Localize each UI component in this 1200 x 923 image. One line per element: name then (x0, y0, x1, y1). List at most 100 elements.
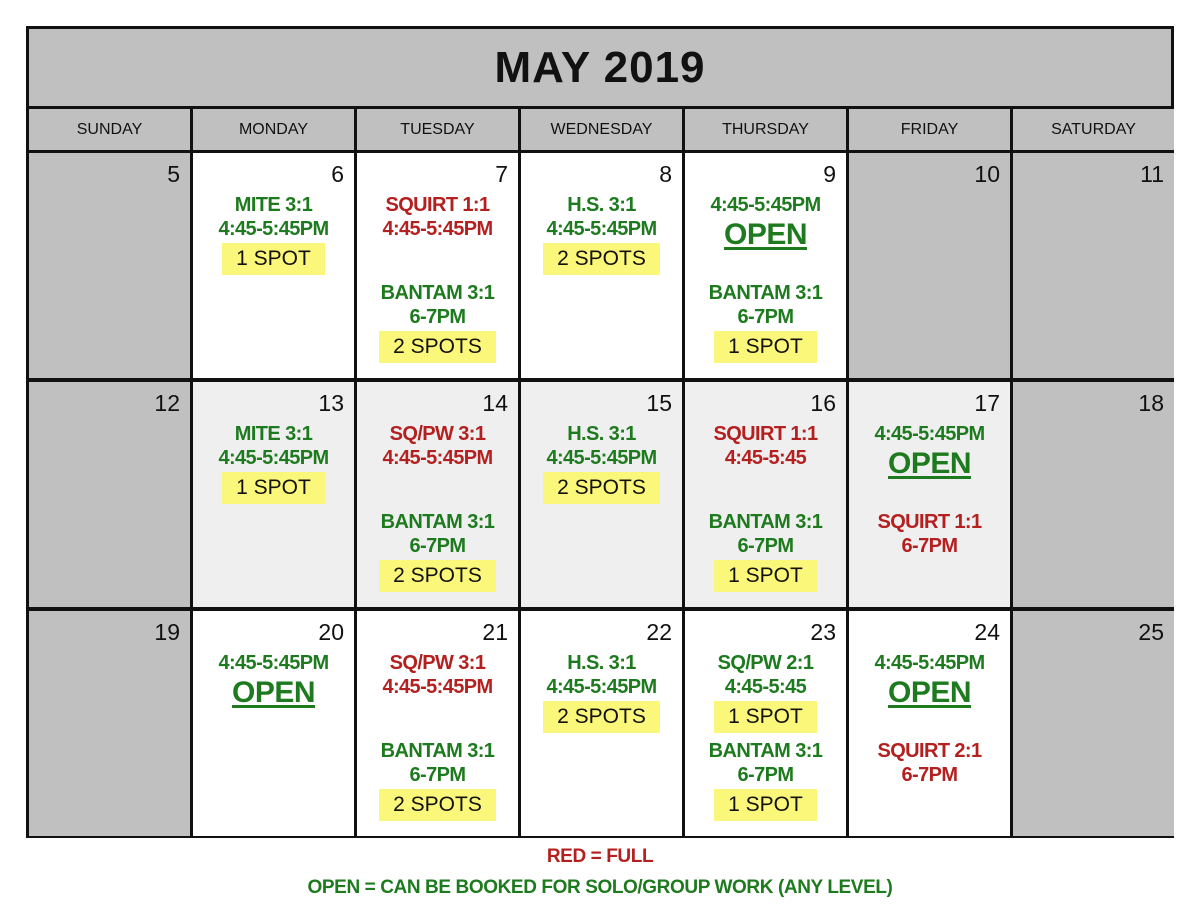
session-text: 4:45-5:45PM (546, 676, 657, 698)
session[interactable]: SQUIRT 1:1 4:45-5:45 (685, 422, 846, 470)
day-cell-17[interactable]: 17 4:45-5:45PM OPEN SQUIRT 1:1 6-7PM (849, 382, 1010, 607)
day-header-friday: FRIDAY (849, 109, 1010, 150)
open-label[interactable]: OPEN (887, 676, 972, 709)
day-number: 18 (1138, 390, 1164, 416)
day-number: 16 (810, 390, 836, 416)
day-cell-18[interactable]: 18 (1013, 382, 1174, 607)
session-text: BANTAM 3:1 (380, 740, 495, 762)
session[interactable]: BANTAM 3:1 6-7PM 1 SPOT (685, 739, 846, 821)
day-header-monday: MONDAY (193, 109, 354, 150)
day-cell-9[interactable]: 9 4:45-5:45PM OPEN BANTAM 3:1 6-7PM 1 SPOT (685, 153, 846, 378)
session[interactable]: H.S. 3:1 4:45-5:45PM 2 SPOTS (521, 422, 682, 504)
day-header-tuesday: TUESDAY (357, 109, 518, 150)
day-number: 12 (154, 390, 180, 416)
session-text: 6-7PM (737, 535, 795, 557)
day-cell-22[interactable]: 22 H.S. 3:1 4:45-5:45PM 2 SPOTS (521, 611, 682, 836)
session[interactable]: MITE 3:1 4:45-5:45PM 1 SPOT (193, 193, 354, 275)
day-number: 6 (331, 161, 344, 187)
day-cell-16[interactable]: 16 SQUIRT 1:1 4:45-5:45 BANTAM 3:1 6-7PM 1 SP… (685, 382, 846, 607)
session[interactable]: SQUIRT 1:1 6-7PM (849, 510, 1010, 558)
day-cell-21[interactable]: 21 SQ/PW 3:1 4:45-5:45PM BANTAM 3:1 6-7PM 2 S… (357, 611, 518, 836)
spots-badge: 1 SPOT (714, 789, 817, 821)
session-text: 6-7PM (737, 764, 795, 786)
day-cell-25[interactable]: 25 (1013, 611, 1174, 836)
session-text: 4:45-5:45PM (874, 423, 985, 445)
day-cell-24[interactable]: 24 4:45-5:45PM OPEN SQUIRT 2:1 6-7PM (849, 611, 1010, 836)
session[interactable]: BANTAM 3:1 6-7PM 2 SPOTS (357, 739, 518, 821)
day-header-sunday: SUNDAY (29, 109, 190, 150)
session[interactable]: BANTAM 3:1 6-7PM 1 SPOT (685, 281, 846, 363)
session[interactable]: SQ/PW 2:1 4:45-5:45 1 SPOT (685, 651, 846, 733)
day-number: 7 (495, 161, 508, 187)
session-text: 4:45-5:45 (724, 676, 807, 698)
session[interactable]: SQ/PW 3:1 4:45-5:45PM (357, 651, 518, 699)
day-cell-13[interactable]: 13 MITE 3:1 4:45-5:45PM 1 SPOT (193, 382, 354, 607)
session-text: BANTAM 3:1 (380, 511, 495, 533)
session-text: 6-7PM (901, 535, 959, 557)
session[interactable]: MITE 3:1 4:45-5:45PM 1 SPOT (193, 422, 354, 504)
session[interactable]: SQ/PW 3:1 4:45-5:45PM (357, 422, 518, 470)
day-cell-23[interactable]: 23 SQ/PW 2:1 4:45-5:45 1 SPOT BANTAM 3:1 6-7P… (685, 611, 846, 836)
session-text: 4:45-5:45PM (218, 218, 329, 240)
day-number: 14 (482, 390, 508, 416)
calendar: MAY 2019 SUNDAY MONDAY TUESDAY WEDNESDAY THU… (26, 26, 1174, 838)
session[interactable]: 4:45-5:45PM OPEN (849, 422, 1010, 482)
day-number: 20 (318, 619, 344, 645)
session-text: SQ/PW 3:1 (389, 652, 486, 674)
session[interactable]: SQUIRT 1:1 4:45-5:45PM (357, 193, 518, 241)
session-text: 4:45-5:45PM (218, 447, 329, 469)
day-cell-15[interactable]: 15 H.S. 3:1 4:45-5:45PM 2 SPOTS (521, 382, 682, 607)
day-cell-11[interactable]: 11 (1013, 153, 1174, 378)
session-text: H.S. 3:1 (567, 423, 636, 445)
day-number: 24 (974, 619, 1000, 645)
session-text: SQUIRT 1:1 (713, 423, 818, 445)
day-number: 8 (659, 161, 672, 187)
open-label[interactable]: OPEN (231, 676, 316, 709)
open-label[interactable]: OPEN (887, 447, 972, 480)
session-text: 4:45-5:45PM (546, 218, 657, 240)
session[interactable]: BANTAM 3:1 6-7PM 1 SPOT (685, 510, 846, 592)
day-number: 17 (974, 390, 1000, 416)
day-cell-19[interactable]: 19 (29, 611, 190, 836)
day-cell-14[interactable]: 14 SQ/PW 3:1 4:45-5:45PM BANTAM 3:1 6-7PM 2 S… (357, 382, 518, 607)
session[interactable]: 4:45-5:45PM OPEN (193, 651, 354, 711)
spots-badge: 2 SPOTS (379, 331, 496, 363)
day-number: 25 (1138, 619, 1164, 645)
day-header-thursday: THURSDAY (685, 109, 846, 150)
day-number: 10 (974, 161, 1000, 187)
day-number: 13 (318, 390, 344, 416)
session-text: SQUIRT 1:1 (385, 194, 490, 216)
session[interactable]: 4:45-5:45PM OPEN (685, 193, 846, 253)
open-label[interactable]: OPEN (723, 218, 808, 251)
session[interactable]: SQUIRT 2:1 6-7PM (849, 739, 1010, 787)
day-cell-7[interactable]: 7 SQUIRT 1:1 4:45-5:45PM BANTAM 3:1 6-7PM 2 S… (357, 153, 518, 378)
day-number: 21 (482, 619, 508, 645)
session-text: 4:45-5:45PM (382, 676, 493, 698)
session[interactable]: H.S. 3:1 4:45-5:45PM 2 SPOTS (521, 193, 682, 275)
session[interactable]: 4:45-5:45PM OPEN (849, 651, 1010, 711)
session-text: 4:45-5:45PM (546, 447, 657, 469)
day-cell-5[interactable]: 5 (29, 153, 190, 378)
session-text: SQUIRT 2:1 (877, 740, 982, 762)
session[interactable]: H.S. 3:1 4:45-5:45PM 2 SPOTS (521, 651, 682, 733)
day-cell-12[interactable]: 12 (29, 382, 190, 607)
session-text: BANTAM 3:1 (708, 282, 823, 304)
session-text: MITE 3:1 (234, 423, 313, 445)
session[interactable]: BANTAM 3:1 6-7PM 2 SPOTS (357, 510, 518, 592)
day-number: 15 (646, 390, 672, 416)
session-text: 6-7PM (737, 306, 795, 328)
session-text: 4:45-5:45PM (218, 652, 329, 674)
legend-open: OPEN = CAN BE BOOKED FOR SOLO/GROUP WORK… (307, 877, 893, 898)
day-number: 5 (167, 161, 180, 187)
day-cell-20[interactable]: 20 4:45-5:45PM OPEN (193, 611, 354, 836)
session-text: 6-7PM (409, 306, 467, 328)
day-cell-10[interactable]: 10 (849, 153, 1010, 378)
spots-badge: 2 SPOTS (379, 560, 496, 592)
day-cell-6[interactable]: 6 MITE 3:1 4:45-5:45PM 1 SPOT (193, 153, 354, 378)
session-text: BANTAM 3:1 (380, 282, 495, 304)
session-text: SQ/PW 3:1 (389, 423, 486, 445)
day-cell-8[interactable]: 8 H.S. 3:1 4:45-5:45PM 2 SPOTS (521, 153, 682, 378)
session-text: 4:45-5:45PM (710, 194, 821, 216)
session-text: 4:45-5:45 (724, 447, 807, 469)
session[interactable]: BANTAM 3:1 6-7PM 2 SPOTS (357, 281, 518, 363)
